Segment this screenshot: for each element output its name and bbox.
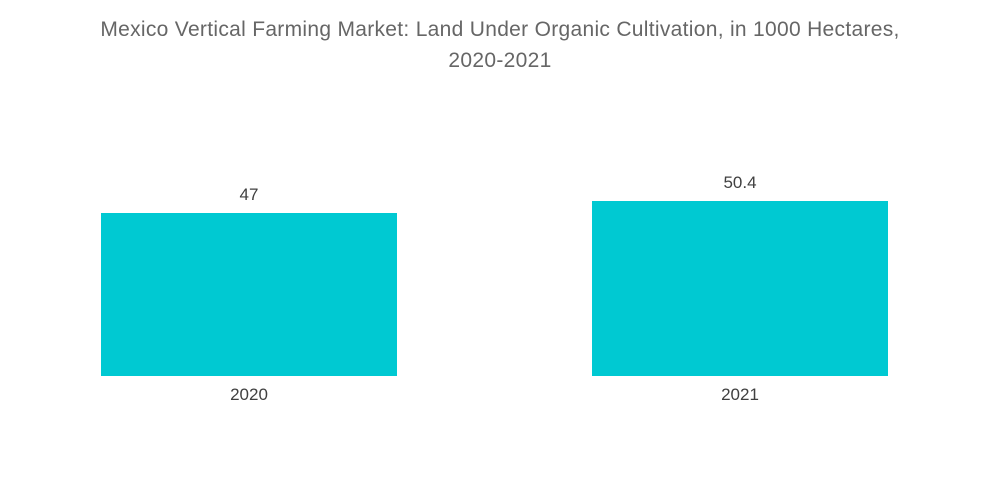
chart-title-line-2: 2020-2021: [448, 49, 552, 72]
bar-value-label-2020: 47: [239, 185, 259, 204]
category-label-2021: 2021: [721, 385, 759, 404]
bar-value-label-2021: 50.4: [723, 173, 757, 192]
category-label-2020: 2020: [230, 385, 268, 404]
bar-2020: [101, 213, 397, 376]
bar-2021: [592, 201, 888, 376]
chart-title: Mexico Vertical Farming Market: Land Und…: [20, 14, 980, 76]
bar-group-2020: 47 2020: [101, 185, 397, 404]
bar-group-2021: 50.4 2021: [592, 173, 888, 404]
chart-title-line-1: Mexico Vertical Farming Market: Land Und…: [100, 18, 900, 41]
